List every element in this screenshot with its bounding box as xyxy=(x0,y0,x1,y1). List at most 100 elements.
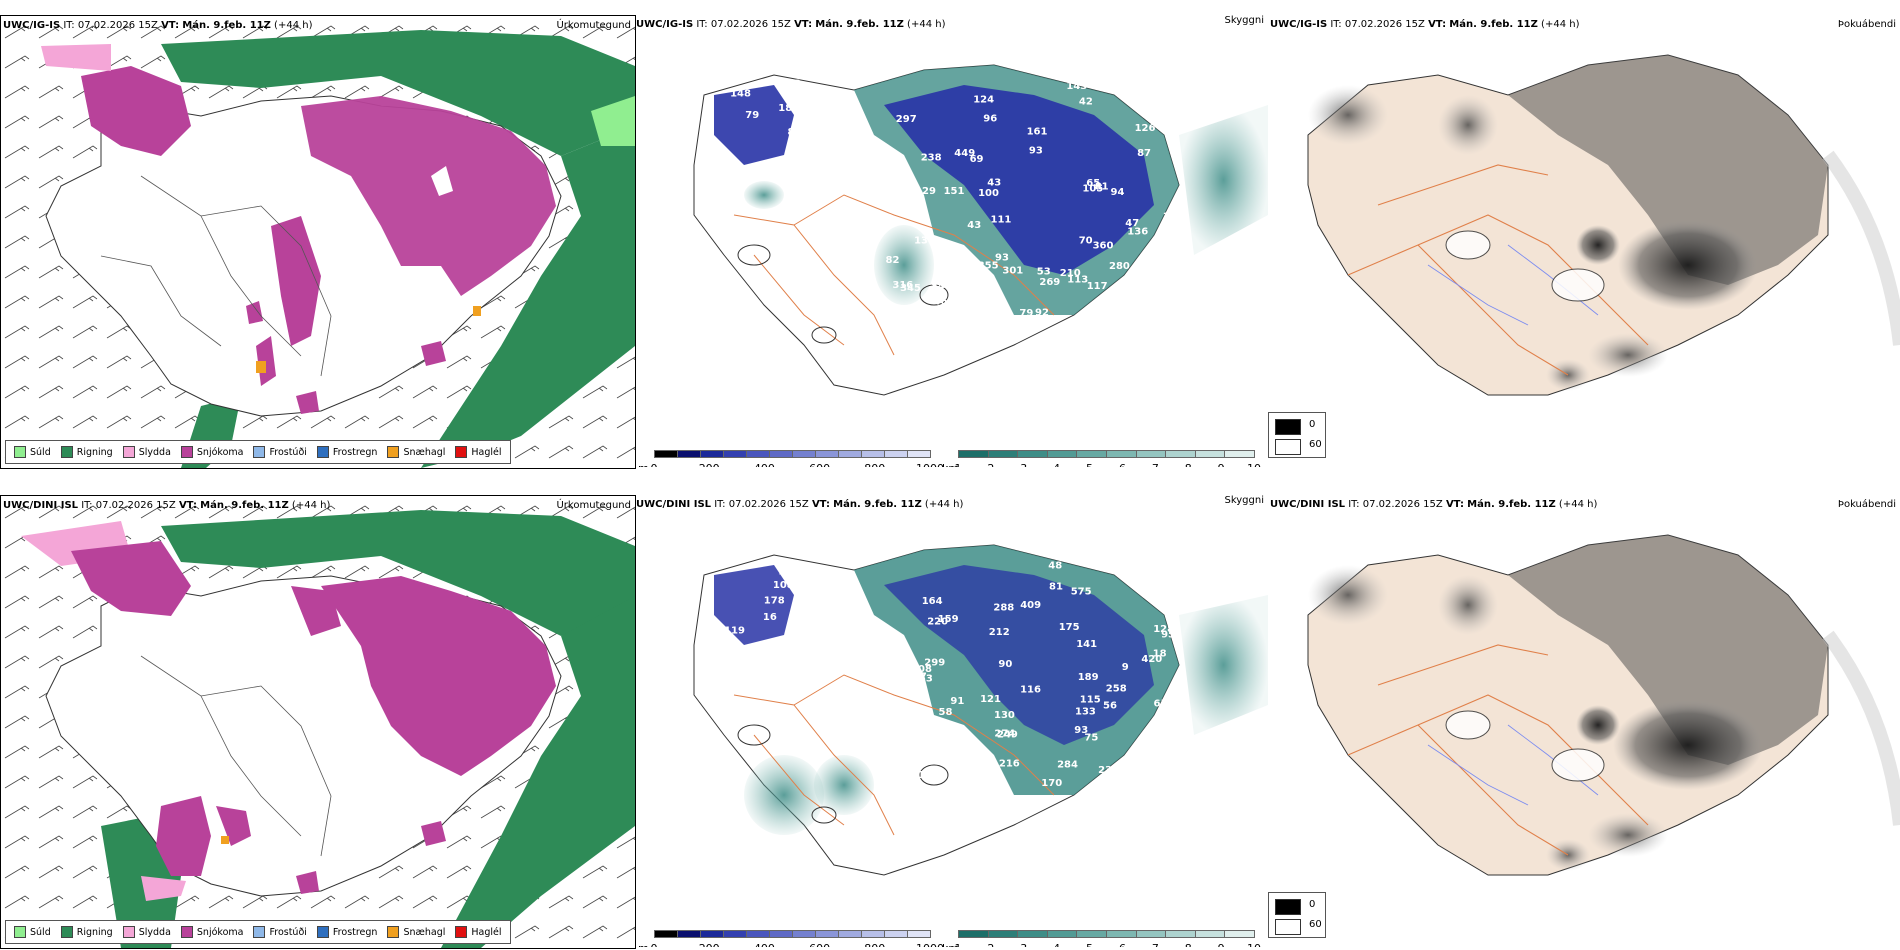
vt-label: VT: xyxy=(811,499,830,510)
snow-depth-label: 124 xyxy=(973,95,994,106)
colorbar-tick: 400 xyxy=(754,942,775,947)
colorbar-segment xyxy=(792,930,816,938)
snow-depth-label: 129 xyxy=(915,186,936,197)
snow-depth-label: 280 xyxy=(1109,261,1130,272)
visibility-colorbar: km1 2 3 4 5 6 7 8 9 10 xyxy=(942,930,1262,947)
snow-depth-label: 53 xyxy=(1037,266,1051,277)
panel-title: Þokuábendi xyxy=(1837,499,1896,510)
model-name: UWC/IG-IS xyxy=(3,20,61,31)
snow-depth-label: 90 xyxy=(998,659,1012,670)
precip-legend: Súld Rigning Slydda Snjókoma Frostúði Fr… xyxy=(5,440,511,464)
legend-item-rain: Rigning xyxy=(60,926,113,938)
freezing-rain-swatch xyxy=(316,446,329,458)
snow-depth-label: 65 xyxy=(1086,178,1100,189)
colorbar-segment xyxy=(769,450,793,458)
legend-item-sleet: Slydda xyxy=(122,446,171,458)
snow-depth-label: 53 xyxy=(919,673,933,684)
snow-depth-label: 210 xyxy=(1060,268,1081,279)
it-label: IT: xyxy=(714,499,726,510)
colorbar-tick: 8 xyxy=(1185,942,1192,947)
fog-legend: 0 60 xyxy=(1268,892,1326,938)
snow-depth-label: 148 xyxy=(730,88,751,99)
snow-depth-label: 297 xyxy=(896,114,917,125)
snow-depth-label: 269 xyxy=(1039,277,1060,288)
vt-label: VT: xyxy=(1428,19,1447,30)
legend-item-freezing-rain: Frostregn xyxy=(316,446,377,458)
fog-map xyxy=(1307,534,1900,876)
colorbar-segment xyxy=(1017,450,1048,458)
vt-label: VT: xyxy=(178,500,197,511)
snow-depth-label: 16 xyxy=(763,612,777,623)
snow-depth-label: 108 xyxy=(911,664,932,675)
snow-depth-label: 101 xyxy=(1102,335,1123,346)
colorbar-tick: 6 xyxy=(1119,942,1126,947)
snow-depth-label: 238 xyxy=(921,152,942,163)
snow-depth-label: 189 xyxy=(778,103,799,114)
snow-depth-label: 128 xyxy=(1153,624,1174,635)
legend-item-snow: Snjókoma xyxy=(180,926,244,938)
colorbar-tick: 200 xyxy=(699,462,720,467)
snow-depth-label: 9 xyxy=(1122,662,1129,673)
colorbar-segment xyxy=(1106,930,1137,938)
colorbar-segment xyxy=(1046,930,1078,938)
fog-legend-min: 0 xyxy=(1309,419,1316,430)
colorbar-unit: km xyxy=(942,942,959,947)
snow-depth-label: 181 xyxy=(1149,729,1170,740)
snow-depth-label: 409 xyxy=(1020,600,1041,611)
snow-depth-label: 241 xyxy=(1107,84,1128,95)
colorbar-tick: 1 xyxy=(955,462,962,467)
init-time: 07.02.2026 15Z xyxy=(728,499,809,510)
snow-depth-label: 164 xyxy=(922,596,943,607)
colorbar-tick: 2 xyxy=(987,462,994,467)
snow-depth-label: 449 xyxy=(954,148,975,159)
height-colorbar: m0 200 400 600 800 1000 xyxy=(638,450,944,467)
snow-depth-label: 220 xyxy=(927,616,948,627)
snow-depth-label: 143 xyxy=(1066,81,1087,92)
snow-depth-label: 110 xyxy=(778,567,799,578)
snow-depth-label: 163 xyxy=(1045,336,1066,347)
drizzle-swatch xyxy=(14,446,26,458)
snow-depth-label: 96 xyxy=(946,726,960,737)
colorbar-segment xyxy=(1076,930,1107,938)
model-name: UWC/IG-IS xyxy=(636,19,694,30)
legend-label: Súld xyxy=(30,446,51,458)
lead-time: (+44 h) xyxy=(291,500,331,511)
precip-map xyxy=(1,496,635,948)
snow-depth-label: 96 xyxy=(983,113,997,124)
snow-depth-label: 56 xyxy=(1103,701,1117,712)
legend-item-drizzle: Súld xyxy=(14,446,51,458)
snow-depth-label: 81 xyxy=(1049,582,1063,593)
snow-depth-label: 249 xyxy=(997,730,1018,741)
snow-depth-label: 70 xyxy=(898,167,912,178)
snow-depth-label: 170 xyxy=(1041,778,1062,789)
colorbar-tick: 6 xyxy=(1119,462,1126,467)
snow-depth-label: 288 xyxy=(993,603,1014,614)
colorbar-tick: 400 xyxy=(754,462,775,467)
cloud-map: 1617811911010813294911759659351751301811… xyxy=(693,544,1268,876)
snow-depth-label: 342 xyxy=(776,163,797,174)
panel-header: UWC/DINI ISL IT: 07.02.2026 15Z VT: Mán.… xyxy=(1270,499,1597,510)
precip-type-map-panel: UWC/DINI ISL IT: 07.02.2026 15Z VT: Mán.… xyxy=(0,495,636,949)
colorbar-tick: 9 xyxy=(1218,462,1225,467)
snow-depth-label: 360 xyxy=(1093,240,1114,251)
legend-label: Slydda xyxy=(138,446,171,458)
snow-depth-label: 141 xyxy=(1076,639,1097,650)
legend-label: Frostúði xyxy=(269,446,307,458)
init-time: 07.02.2026 15Z xyxy=(95,500,176,511)
colorbar-tick: 5 xyxy=(1086,942,1093,947)
model-name: UWC/IG-IS xyxy=(1270,19,1328,30)
precip-type-map-panel: UWC/IG-IS IT: 07.02.2026 15Z VT: Mán. 9.… xyxy=(0,15,636,469)
legend-label: Snjókoma xyxy=(196,926,244,938)
colorbar-segment xyxy=(1017,930,1048,938)
colorbar-segment xyxy=(700,450,724,458)
legend-item-drizzle: Súld xyxy=(14,926,51,938)
snow-depth-label: 136 xyxy=(1111,565,1132,576)
snow-depth-label: 63 xyxy=(787,78,801,89)
valid-time: Mán. 9.feb. 11Z xyxy=(815,19,904,30)
valid-time: Mán. 9.feb. 11Z xyxy=(200,500,289,511)
colorbar-segment xyxy=(1165,450,1196,458)
fog-legend-max: 60 xyxy=(1309,919,1322,930)
vt-label: VT: xyxy=(794,19,813,30)
panel-title: Þokuábendi xyxy=(1837,19,1896,30)
snow-depth-label: 116 xyxy=(1158,586,1179,597)
